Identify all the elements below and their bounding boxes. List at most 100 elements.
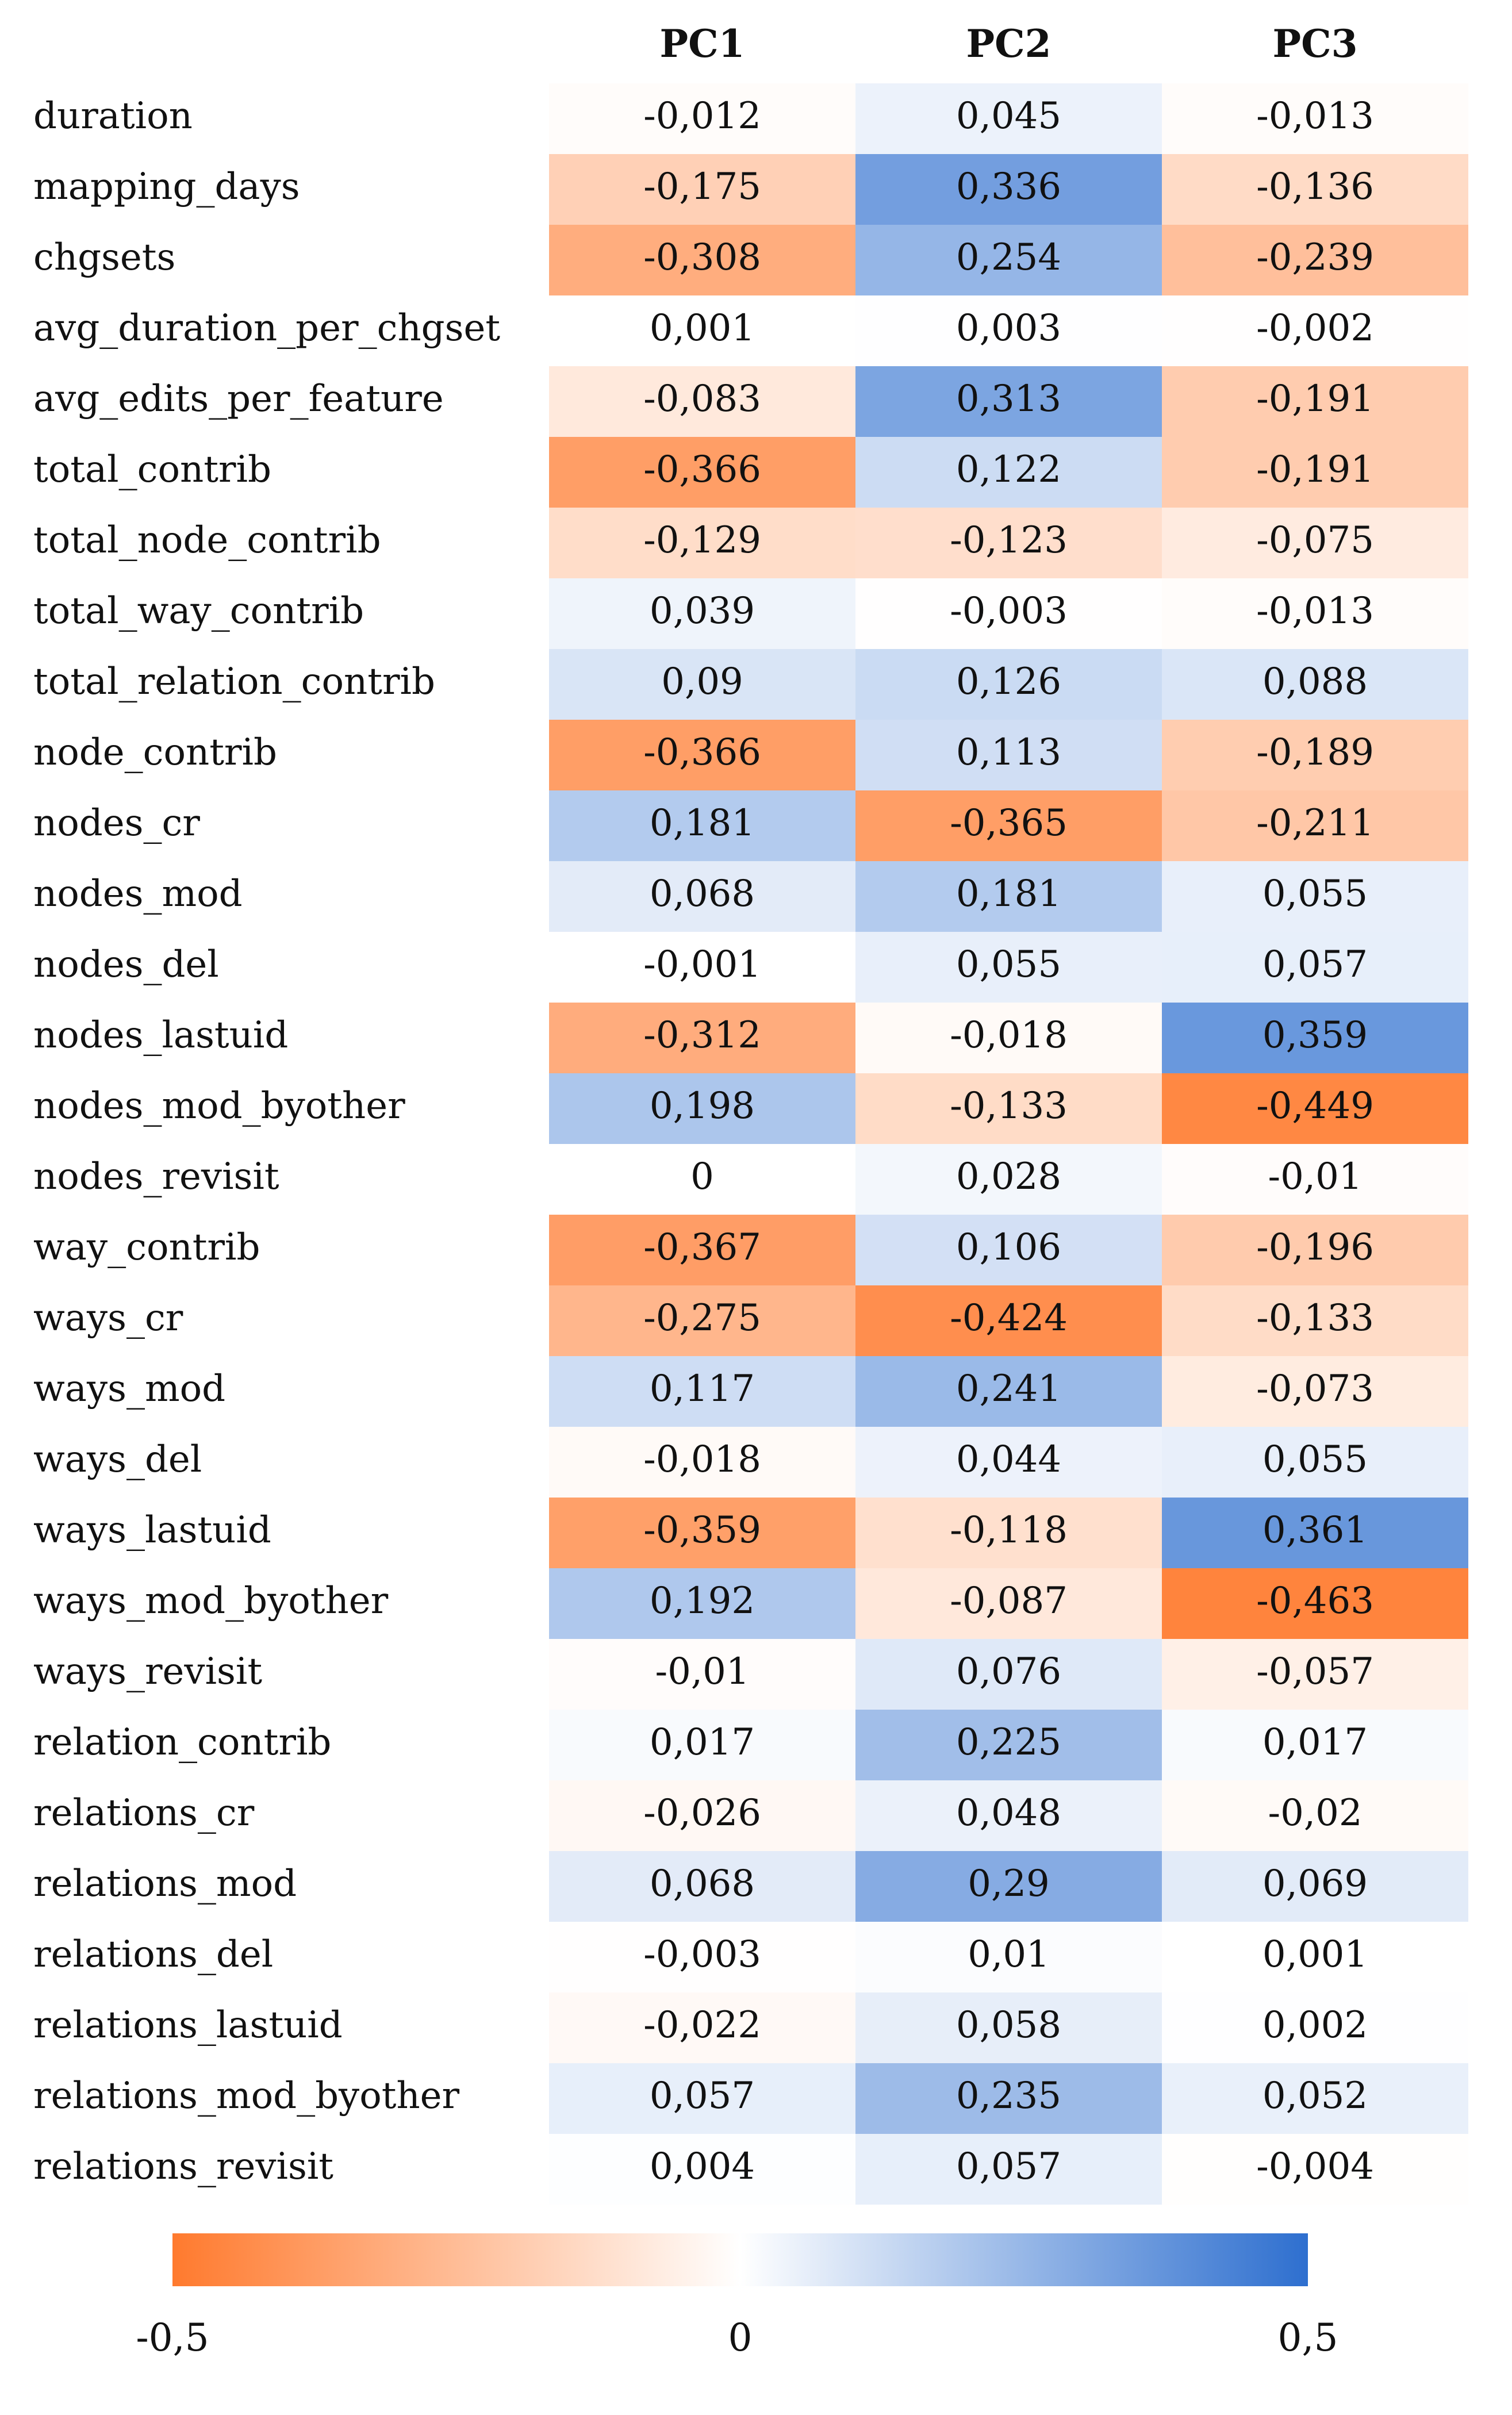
row-label-total-way-contrib: total_way_contrib	[33, 590, 364, 632]
heatmap-cell-nodes-cr-pc1	[549, 790, 855, 861]
cell-value-ways-mod-byother-pc3: -0,463	[1256, 1580, 1374, 1622]
cell-value-nodes-del-pc2: 0,055	[956, 943, 1061, 986]
heatmap-cell-relations-mod-pc3	[1162, 1851, 1468, 1922]
heatmap-cell-avg-edits-per-feature-pc3	[1162, 366, 1468, 437]
heatmap-cell-ways-revisit-pc2	[855, 1639, 1162, 1710]
cell-value-nodes-lastuid-pc1: -0,312	[643, 1014, 761, 1057]
heatmap-cell-total-contrib-pc1	[549, 437, 855, 508]
heatmap-cell-relations-revisit-pc3	[1162, 2134, 1468, 2205]
cell-value-ways-mod-pc2: 0,241	[956, 1368, 1061, 1410]
cell-value-relations-cr-pc2: 0,048	[956, 1792, 1061, 1834]
cell-value-nodes-mod-byother-pc1: 0,198	[650, 1085, 755, 1127]
cell-value-ways-del-pc3: 0,055	[1262, 1438, 1368, 1481]
heatmap-cell-ways-cr-pc1	[549, 1285, 855, 1356]
heatmap-cell-nodes-revisit-pc2	[855, 1144, 1162, 1215]
row-label-nodes-revisit: nodes_revisit	[33, 1155, 279, 1198]
cell-value-relations-mod-byother-pc1: 0,057	[650, 2075, 755, 2117]
cell-value-total-way-contrib-pc2: -0,003	[950, 590, 1068, 632]
heatmap-cell-avg-edits-per-feature-pc2	[855, 366, 1162, 437]
heatmap-cell-ways-mod-byother-pc3	[1162, 1568, 1468, 1639]
cell-value-relations-revisit-pc2: 0,057	[956, 2145, 1061, 2188]
heatmap-cell-ways-mod-byother-pc2	[855, 1568, 1162, 1639]
cell-value-relations-mod-pc3: 0,069	[1262, 1863, 1368, 1905]
cell-value-relation-contrib-pc2: 0,225	[956, 1721, 1061, 1764]
cell-value-ways-mod-pc3: -0,073	[1256, 1368, 1374, 1410]
cell-value-duration-pc1: -0,012	[643, 95, 761, 137]
cell-value-relations-revisit-pc1: 0,004	[650, 2145, 755, 2188]
cell-value-way-contrib-pc3: -0,196	[1256, 1226, 1374, 1269]
cell-value-mapping-days-pc2: 0,336	[956, 166, 1061, 208]
cell-value-nodes-mod-byother-pc2: -0,133	[950, 1085, 1068, 1127]
cell-value-total-relation-contrib-pc2: 0,126	[956, 661, 1061, 703]
heatmap-cell-avg-duration-per-chgset-pc3	[1162, 295, 1468, 366]
heatmap-cell-ways-del-pc2	[855, 1427, 1162, 1498]
heatmap-cell-mapping-days-pc2	[855, 154, 1162, 225]
heatmap-cell-relations-mod-byother-pc1	[549, 2063, 855, 2134]
row-label-relations-cr: relations_cr	[33, 1792, 255, 1834]
heatmap-cell-chgsets-pc2	[855, 225, 1162, 295]
color-scale: -0,5 0 0,5	[136, 2233, 1338, 2360]
heatmap-cell-nodes-lastuid-pc2	[855, 1003, 1162, 1073]
heatmap-cell-mapping-days-pc3	[1162, 154, 1468, 225]
row-label-duration: duration	[33, 95, 193, 137]
cell-value-nodes-cr-pc3: -0,211	[1256, 802, 1374, 844]
heatmap-cell-ways-mod-byother-pc1	[549, 1568, 855, 1639]
heatmap-cell-node-contrib-pc2	[855, 720, 1162, 790]
heatmap-cell-avg-duration-per-chgset-pc2	[855, 295, 1162, 366]
cell-value-duration-pc2: 0,045	[956, 95, 1061, 137]
row-label-node-contrib: node_contrib	[33, 731, 277, 774]
cell-value-nodes-del-pc1: -0,001	[643, 943, 761, 986]
row-label-nodes-mod: nodes_mod	[33, 873, 243, 915]
heatmap-cell-node-contrib-pc1	[549, 720, 855, 790]
row-label-total-relation-contrib: total_relation_contrib	[33, 661, 435, 703]
cell-value-node-contrib-pc2: 0,113	[956, 731, 1061, 774]
cell-value-avg-edits-per-feature-pc3: -0,191	[1256, 378, 1374, 420]
column-header-pc2: PC2	[966, 21, 1051, 66]
heatmap-cell-relations-revisit-pc2	[855, 2134, 1162, 2205]
cell-value-ways-mod-byother-pc1: 0,192	[650, 1580, 755, 1622]
heatmap-cell-nodes-revisit-pc1	[549, 1144, 855, 1215]
cell-value-relations-mod-pc2: 0,29	[968, 1863, 1050, 1905]
color-scale-min-label: -0,5	[136, 2316, 209, 2360]
cell-value-ways-mod-pc1: 0,117	[650, 1368, 755, 1410]
heatmap-cell-chgsets-pc1	[549, 225, 855, 295]
heatmap-cell-total-relation-contrib-pc1	[549, 649, 855, 720]
heatmap-cell-ways-mod-pc3	[1162, 1356, 1468, 1427]
heatmap-cell-relations-del-pc2	[855, 1922, 1162, 1992]
heatmap-cell-total-relation-contrib-pc2	[855, 649, 1162, 720]
heatmap-cell-chgsets-pc3	[1162, 225, 1468, 295]
heatmap-cell-ways-del-pc3	[1162, 1427, 1468, 1498]
heatmap-cell-way-contrib-pc2	[855, 1215, 1162, 1285]
cell-value-ways-cr-pc2: -0,424	[950, 1297, 1068, 1339]
heatmap-cell-relations-lastuid-pc2	[855, 1992, 1162, 2063]
cell-value-relations-lastuid-pc3: 0,002	[1262, 2004, 1368, 2047]
cell-value-total-relation-contrib-pc1: 0,09	[661, 661, 743, 703]
cell-value-total-way-contrib-pc1: 0,039	[650, 590, 755, 632]
cell-value-node-contrib-pc1: -0,366	[643, 731, 761, 774]
cell-value-avg-duration-per-chgset-pc1: 0,001	[650, 307, 755, 350]
heatmap-cell-nodes-del-pc3	[1162, 932, 1468, 1003]
cell-value-relations-mod-byother-pc3: 0,052	[1262, 2075, 1368, 2117]
row-label-relation-contrib: relation_contrib	[33, 1721, 331, 1764]
cell-value-relations-cr-pc3: -0,02	[1268, 1792, 1362, 1834]
row-label-ways-lastuid: ways_lastuid	[33, 1509, 271, 1552]
cell-value-way-contrib-pc1: -0,367	[643, 1226, 761, 1269]
heatmap-cell-ways-lastuid-pc3	[1162, 1498, 1468, 1568]
heatmap-cell-total-way-contrib-pc3	[1162, 578, 1468, 649]
heatmap-cell-ways-cr-pc3	[1162, 1285, 1468, 1356]
heatmap-cell-nodes-cr-pc2	[855, 790, 1162, 861]
cell-value-chgsets-pc3: -0,239	[1256, 236, 1374, 279]
cell-value-ways-revisit-pc2: 0,076	[956, 1650, 1061, 1693]
heatmap-cell-total-way-contrib-pc2	[855, 578, 1162, 649]
heatmap-cell-nodes-lastuid-pc3	[1162, 1003, 1468, 1073]
column-headers: PC1 PC2 PC3	[659, 21, 1357, 66]
color-scale-max-label: 0,5	[1278, 2316, 1338, 2360]
cell-value-nodes-cr-pc2: -0,365	[950, 802, 1068, 844]
cell-value-relation-contrib-pc3: 0,017	[1262, 1721, 1368, 1764]
cell-value-nodes-lastuid-pc2: -0,018	[950, 1014, 1068, 1057]
row-label-nodes-del: nodes_del	[33, 943, 219, 986]
row-label-nodes-cr: nodes_cr	[33, 802, 200, 844]
heatmap-cell-duration-pc1	[549, 83, 855, 154]
cell-value-nodes-lastuid-pc3: 0,359	[1262, 1014, 1368, 1057]
